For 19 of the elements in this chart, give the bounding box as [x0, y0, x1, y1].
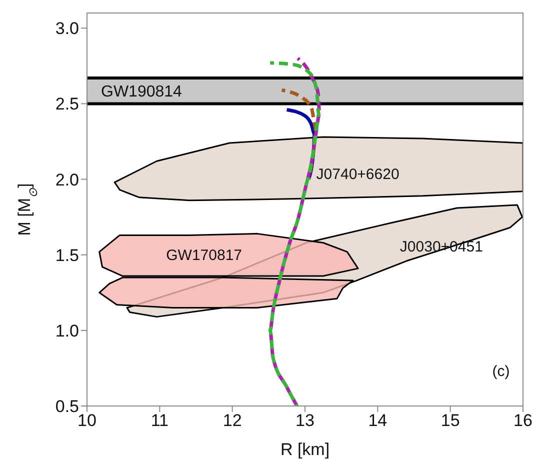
line-series — [280, 88, 318, 182]
y-tick-label: 2.0 — [55, 170, 79, 190]
y-tick-label: 1.5 — [55, 246, 79, 265]
x-axis-title: R [km] — [280, 440, 330, 459]
x-tick-label: 16 — [514, 411, 532, 430]
y-tick-label: 1.0 — [55, 321, 79, 340]
series-label: GW170817 — [166, 246, 242, 264]
annotation: (c) — [492, 363, 510, 380]
y-tick-label: 3.0 — [55, 19, 79, 38]
band-label: GW190814 — [101, 84, 182, 101]
x-tick-label: 10 — [78, 411, 96, 430]
y-tick-label: 0.5 — [55, 397, 79, 416]
x-tick-label: 11 — [150, 411, 168, 430]
series-label: J0740+6620 — [316, 166, 400, 184]
x-tick-label: 13 — [296, 411, 314, 430]
x-tick-label: 15 — [440, 411, 460, 430]
x-tick-label: 14 — [368, 411, 388, 430]
x-tick-label: 12 — [222, 411, 242, 430]
y-tick-label: 2.5 — [55, 94, 79, 114]
